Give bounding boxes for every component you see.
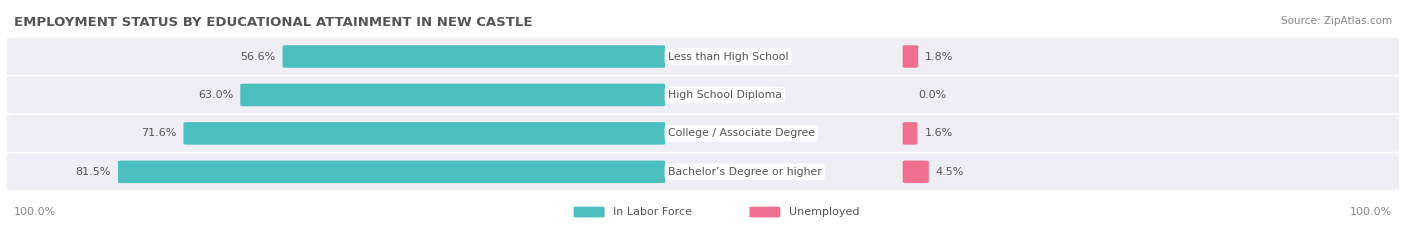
Text: EMPLOYMENT STATUS BY EDUCATIONAL ATTAINMENT IN NEW CASTLE: EMPLOYMENT STATUS BY EDUCATIONAL ATTAINM…: [14, 16, 533, 29]
Text: In Labor Force: In Labor Force: [613, 207, 692, 217]
Text: 100.0%: 100.0%: [1350, 207, 1392, 217]
Text: Source: ZipAtlas.com: Source: ZipAtlas.com: [1281, 16, 1392, 26]
FancyBboxPatch shape: [283, 45, 665, 68]
FancyBboxPatch shape: [7, 76, 1399, 113]
Text: 81.5%: 81.5%: [76, 167, 111, 177]
FancyBboxPatch shape: [7, 115, 1399, 152]
Text: 63.0%: 63.0%: [198, 90, 233, 100]
Text: 1.6%: 1.6%: [924, 128, 953, 138]
Text: High School Diploma: High School Diploma: [668, 90, 782, 100]
FancyBboxPatch shape: [7, 153, 1399, 190]
Text: 56.6%: 56.6%: [240, 51, 276, 62]
FancyBboxPatch shape: [574, 207, 605, 217]
FancyBboxPatch shape: [749, 207, 780, 217]
FancyBboxPatch shape: [903, 45, 918, 68]
Text: Bachelor’s Degree or higher: Bachelor’s Degree or higher: [668, 167, 821, 177]
Text: 100.0%: 100.0%: [14, 207, 56, 217]
Text: 4.5%: 4.5%: [936, 167, 965, 177]
FancyBboxPatch shape: [118, 161, 665, 183]
FancyBboxPatch shape: [7, 38, 1399, 75]
Text: 1.8%: 1.8%: [925, 51, 953, 62]
Text: Unemployed: Unemployed: [789, 207, 859, 217]
FancyBboxPatch shape: [240, 84, 665, 106]
Text: College / Associate Degree: College / Associate Degree: [668, 128, 815, 138]
Text: 71.6%: 71.6%: [141, 128, 176, 138]
Text: 0.0%: 0.0%: [918, 90, 946, 100]
FancyBboxPatch shape: [903, 122, 917, 145]
FancyBboxPatch shape: [183, 122, 665, 145]
FancyBboxPatch shape: [903, 161, 929, 183]
Text: Less than High School: Less than High School: [668, 51, 789, 62]
